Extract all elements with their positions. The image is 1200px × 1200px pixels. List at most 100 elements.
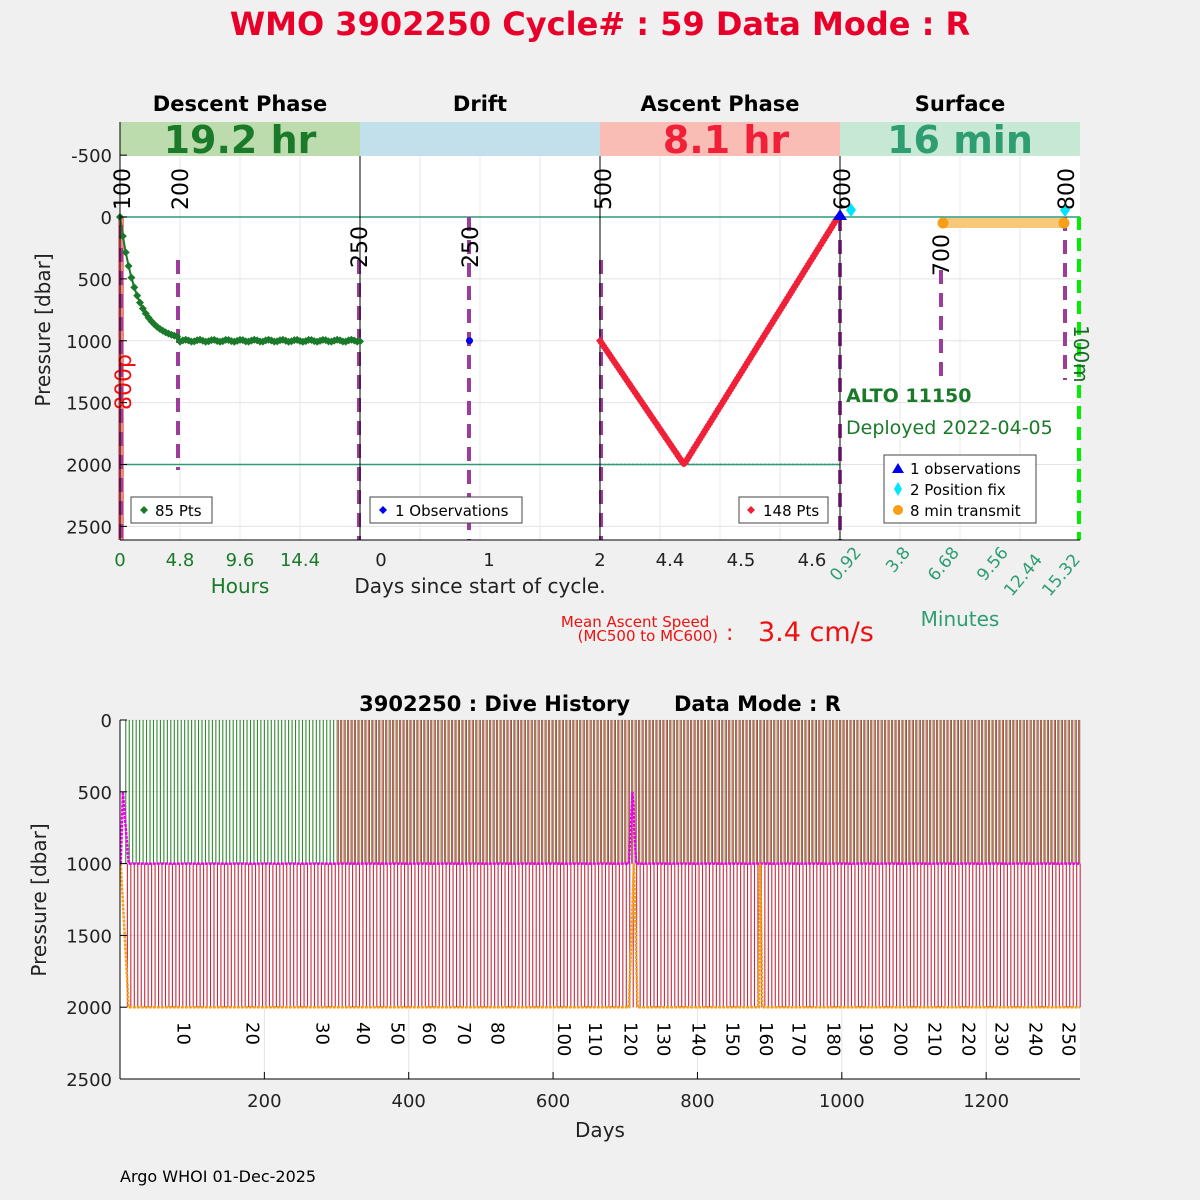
bottom-xtick-label-4: 1000 — [819, 1091, 865, 1112]
cycle-label-1: 20 — [241, 1022, 262, 1045]
minutes-label: Minutes — [921, 607, 1000, 631]
top-ytick-label-0: -500 — [71, 146, 112, 167]
top-ytick-label-6: 2500 — [66, 517, 112, 538]
surface-xtick-6: 15.32 — [1038, 550, 1085, 600]
top-ytick-label-1: 0 — [101, 208, 112, 229]
bottom-chart: 10 20 30 40 50 60 70 80 100 110 120 130 140 150 160 170… — [27, 692, 1081, 1142]
cycle-label-0: 10 — [173, 1022, 194, 1045]
surface-legend-box — [883, 454, 1037, 524]
mc-label-500: 500 — [592, 168, 617, 210]
surface-legend-label-3: 8 min transmit — [910, 502, 1021, 520]
mc-label-100: 100 — [111, 168, 136, 210]
bottom-title: 3902250 : Dive History Data Mode : R — [359, 692, 841, 716]
descent-title: Descent Phase — [153, 92, 327, 116]
drift-band — [360, 122, 600, 156]
surface-legend: 1 observations 2 Position fix 8 min tran… — [883, 454, 1037, 524]
descent-xtick-3: 9.6 — [226, 550, 255, 571]
transmit-end-point — [1058, 217, 1070, 229]
descent-point-2 — [121, 248, 130, 257]
descent-point-7 — [136, 298, 144, 307]
descent-side-bar — [118, 217, 124, 540]
descent-duration: 19.2 hr — [164, 118, 317, 162]
descent-point-4 — [127, 273, 136, 282]
surface-legend-triangle — [892, 463, 904, 473]
top-ytick-label-3: 1000 — [66, 332, 112, 353]
cycle-label-16: 180 — [822, 1022, 843, 1056]
bottom-ytick-label-1: 500 — [78, 783, 112, 804]
bottom-xtick-label-5: 1200 — [963, 1091, 1009, 1112]
cycle-labels: 10 20 30 40 50 60 70 80 100 110 120 130 140 150 160 170… — [173, 1022, 1079, 1056]
ascent-duration: 8.1 hr — [663, 118, 790, 162]
float-name: ALTO 11150 — [846, 385, 972, 407]
descent-profile — [116, 213, 364, 346]
transmit-start-point — [937, 217, 949, 229]
drift-observation-point — [466, 337, 473, 345]
bottom-xtick-label-3: 800 — [680, 1091, 714, 1112]
descent-point-6 — [133, 291, 142, 300]
cycle-label-12: 140 — [687, 1022, 708, 1056]
surface-legend-label-2: 2 Position fix — [910, 481, 1006, 499]
cycle-label-6: 70 — [453, 1022, 474, 1045]
footer: Argo WHOI 01-Dec-2025 — [120, 1167, 316, 1186]
ascent-legend: 148 Pts — [738, 496, 829, 524]
cycle-label-14: 160 — [755, 1022, 776, 1056]
drift-xtick-2: 1 — [483, 550, 494, 571]
ascent-speed-label-line-1: Mean Ascent Speed — [561, 613, 709, 631]
cycle-label-23: 250 — [1058, 1022, 1079, 1056]
mc-label-700: 700 — [930, 234, 955, 276]
mc-label-250-drift: 250 — [459, 226, 484, 268]
bottom-y-label: Pressure [dbar] — [27, 823, 51, 976]
bottom-ytick-label-2: 1000 — [66, 855, 112, 876]
surface-xtick-3: 6.68 — [924, 543, 964, 585]
bottom-ticks: 200 400 600 800 1000 1200 0 500 1000 1500 2000 2500 — [66, 711, 1009, 1112]
hours-label: Hours — [211, 574, 270, 598]
drift-pressure-line — [119, 791, 1080, 865]
bottom-ytick-label-3: 1500 — [66, 926, 112, 947]
cycle-label-18: 200 — [889, 1022, 910, 1056]
descent-band — [120, 122, 360, 156]
cycle-label-19: 210 — [923, 1022, 944, 1056]
top-x-label: Days since start of cycle. — [354, 574, 605, 598]
cycle-label-2: 30 — [311, 1022, 332, 1045]
cycle-label-21: 230 — [991, 1022, 1012, 1056]
bottom-ytick-label-5: 2500 — [66, 1070, 112, 1091]
cycle-label-11: 130 — [653, 1022, 674, 1056]
cycle-label-13: 150 — [721, 1022, 742, 1056]
cycle-label-10: 120 — [620, 1022, 641, 1056]
profile-pressure-line — [119, 863, 1080, 1009]
cycle-label-9: 110 — [584, 1022, 605, 1056]
ascent-speed-label: Mean Ascent Speed (MC500 to MC600) — [561, 613, 718, 645]
bottom-xtick-label-1: 400 — [392, 1091, 426, 1112]
cycle-label-8: 100 — [553, 1022, 574, 1056]
position-fix-1 — [846, 203, 856, 217]
mc-label-100m: 100m — [1069, 325, 1093, 383]
drift-legend-label: 1 Observations — [395, 502, 509, 520]
cycle-label-4: 50 — [386, 1022, 407, 1045]
drift-title: Drift — [453, 92, 507, 116]
drift-legend-marker — [379, 506, 387, 514]
descent-xtick-1: 0 — [114, 550, 125, 571]
drift-xtick-1: 0 — [375, 550, 386, 571]
drift-legend-box — [369, 496, 523, 524]
ascent-speed-value: 3.4 cm/s — [758, 617, 874, 648]
cycle-label-7: 80 — [487, 1022, 508, 1045]
descent-side-label: 800p — [112, 354, 137, 410]
surface-observation-triangle — [833, 209, 847, 220]
descent-legend: 85 Pts — [130, 496, 213, 524]
top-y-label: Pressure [dbar] — [31, 253, 55, 406]
surface-legend-circle — [893, 505, 903, 515]
descent-xtick-2: 4.8 — [166, 550, 195, 571]
ascent-band — [600, 122, 840, 156]
position-fix-2 — [1060, 203, 1070, 217]
descent-xtick-4: 14.4 — [280, 550, 320, 571]
bottom-xtick-label-2: 600 — [536, 1091, 570, 1112]
bottom-ytick-label-4: 2000 — [66, 998, 112, 1019]
top-ytick-label-2: 500 — [78, 270, 112, 291]
cycle-label-22: 240 — [1024, 1022, 1045, 1056]
descent-point-1 — [118, 232, 127, 241]
bottom-xtick-label-0: 200 — [247, 1091, 281, 1112]
transmit-bar — [943, 218, 1065, 228]
surface-xtick-1: 0.92 — [826, 543, 866, 585]
cycle-label-17: 190 — [855, 1022, 876, 1056]
mc-label-800: 800 — [1055, 168, 1080, 210]
